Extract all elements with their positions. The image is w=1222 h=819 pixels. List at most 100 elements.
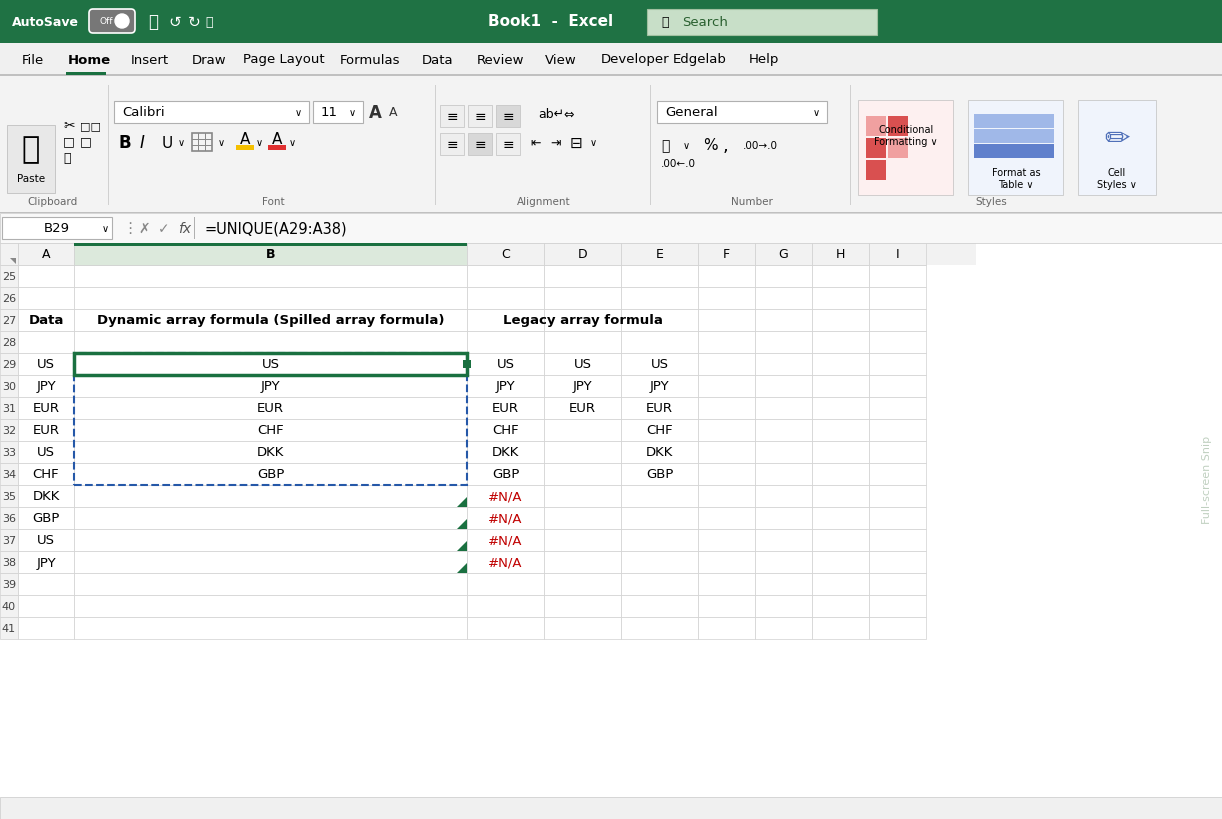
Bar bbox=[75, 397, 467, 419]
Bar bbox=[811, 265, 869, 287]
Bar bbox=[755, 595, 811, 618]
Bar bbox=[0, 310, 18, 332]
Bar bbox=[467, 244, 544, 265]
Bar bbox=[544, 573, 621, 595]
Text: □: □ bbox=[79, 135, 92, 148]
Text: Cell
Styles ∨: Cell Styles ∨ bbox=[1097, 168, 1136, 189]
Text: □: □ bbox=[64, 135, 75, 148]
Bar bbox=[811, 529, 869, 551]
Bar bbox=[544, 441, 621, 464]
Text: 🔍: 🔍 bbox=[661, 16, 668, 29]
Text: EUR: EUR bbox=[33, 402, 60, 415]
Text: B29: B29 bbox=[44, 222, 70, 235]
Text: US: US bbox=[650, 358, 668, 371]
Bar bbox=[467, 464, 544, 486]
Bar bbox=[811, 419, 869, 441]
Bar bbox=[467, 376, 544, 397]
Bar bbox=[755, 529, 811, 551]
Bar bbox=[313, 102, 363, 124]
Bar bbox=[18, 310, 75, 332]
Text: U: U bbox=[163, 135, 174, 151]
Text: ✏: ✏ bbox=[1105, 124, 1130, 153]
Bar bbox=[869, 573, 926, 595]
Bar bbox=[1078, 101, 1156, 196]
Bar bbox=[75, 441, 467, 464]
Bar bbox=[467, 287, 544, 310]
Text: GBP: GBP bbox=[645, 468, 673, 481]
Bar bbox=[0, 376, 18, 397]
Bar bbox=[755, 508, 811, 529]
Bar bbox=[811, 287, 869, 310]
Text: File: File bbox=[22, 53, 44, 66]
Text: Clipboard: Clipboard bbox=[27, 197, 77, 206]
Bar bbox=[698, 265, 755, 287]
Bar bbox=[621, 595, 698, 618]
Bar bbox=[888, 139, 908, 159]
Bar bbox=[869, 551, 926, 573]
Bar bbox=[467, 508, 544, 529]
Text: Search: Search bbox=[682, 16, 728, 29]
Bar bbox=[192, 140, 211, 141]
Bar bbox=[544, 618, 621, 639]
Bar bbox=[621, 244, 698, 265]
Bar bbox=[974, 115, 1055, 129]
Bar bbox=[869, 310, 926, 332]
Text: ✂: ✂ bbox=[64, 119, 75, 133]
Text: I: I bbox=[896, 248, 899, 261]
Text: JPY: JPY bbox=[573, 380, 593, 393]
Text: GBP: GBP bbox=[32, 512, 60, 525]
Text: ↻: ↻ bbox=[188, 15, 200, 29]
Bar bbox=[75, 551, 467, 573]
Text: Insert: Insert bbox=[131, 53, 169, 66]
Bar bbox=[869, 595, 926, 618]
Text: 29: 29 bbox=[2, 360, 16, 369]
Bar bbox=[467, 354, 544, 376]
Bar bbox=[18, 464, 75, 486]
Bar bbox=[621, 419, 698, 441]
Bar bbox=[0, 265, 18, 287]
Text: JPY: JPY bbox=[37, 556, 56, 569]
Text: ✗: ✗ bbox=[138, 222, 149, 236]
Text: 34: 34 bbox=[2, 469, 16, 479]
Polygon shape bbox=[10, 259, 16, 265]
Bar bbox=[75, 618, 467, 639]
Bar bbox=[0, 244, 18, 265]
Text: 25: 25 bbox=[2, 272, 16, 282]
Bar bbox=[869, 419, 926, 441]
Bar bbox=[755, 354, 811, 376]
Bar bbox=[0, 529, 18, 551]
Bar bbox=[18, 376, 75, 397]
Text: 26: 26 bbox=[2, 294, 16, 304]
Bar bbox=[0, 441, 18, 464]
Text: 40: 40 bbox=[2, 601, 16, 611]
Bar bbox=[75, 354, 467, 486]
Text: JPY: JPY bbox=[37, 380, 56, 393]
Bar bbox=[0, 76, 1222, 77]
Bar bbox=[544, 244, 621, 265]
Bar bbox=[268, 146, 286, 151]
Text: A: A bbox=[240, 133, 251, 147]
Bar bbox=[18, 244, 75, 265]
Bar bbox=[698, 595, 755, 618]
Text: Help: Help bbox=[749, 53, 780, 66]
Text: .00←.0: .00←.0 bbox=[661, 159, 697, 169]
Text: E: E bbox=[655, 248, 664, 261]
Bar bbox=[698, 486, 755, 508]
Text: Number: Number bbox=[731, 197, 772, 206]
Bar bbox=[811, 354, 869, 376]
Text: ∨: ∨ bbox=[218, 138, 225, 147]
Bar bbox=[755, 287, 811, 310]
Bar bbox=[544, 508, 621, 529]
Bar bbox=[869, 376, 926, 397]
Text: GBP: GBP bbox=[257, 468, 285, 481]
Text: Data: Data bbox=[422, 53, 453, 66]
Bar bbox=[544, 529, 621, 551]
Bar bbox=[467, 529, 544, 551]
Text: A: A bbox=[273, 133, 282, 147]
Text: Styles: Styles bbox=[975, 197, 1007, 206]
Text: 30: 30 bbox=[2, 382, 16, 391]
Bar bbox=[621, 529, 698, 551]
Bar bbox=[869, 332, 926, 354]
Bar bbox=[544, 464, 621, 486]
Bar bbox=[811, 310, 869, 332]
